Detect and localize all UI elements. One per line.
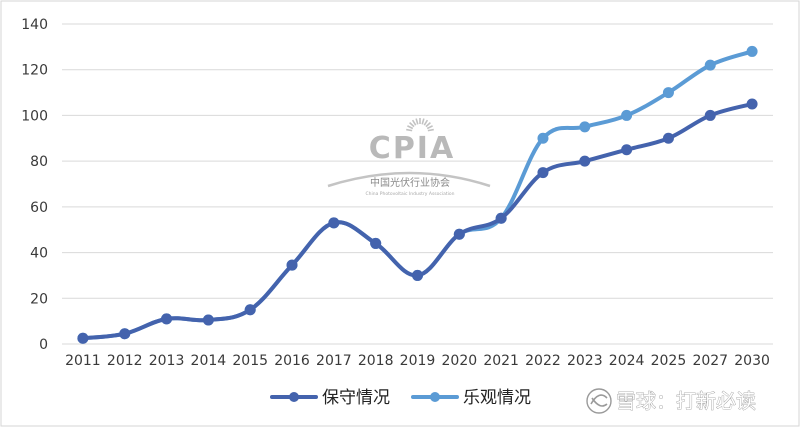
data-point [286, 259, 298, 271]
x-tick-label: 2024 [609, 353, 645, 369]
legend-label-optimistic: 乐观情况 [463, 388, 531, 408]
x-tick-label: 2017 [316, 353, 352, 369]
data-point [244, 304, 256, 316]
x-tick-label: 2013 [149, 353, 185, 369]
x-axis: 2011 2012 2013 2014 2015 2016 2017 2018 2019 2020… [65, 353, 770, 369]
y-tick-label: 60 [30, 200, 48, 216]
x-tick-label: 2022 [525, 353, 561, 369]
y-tick-label: 140 [21, 17, 48, 33]
x-tick-label: 2023 [567, 353, 603, 369]
x-tick-label: 2020 [442, 353, 478, 369]
x-tick-label: 2027 [692, 353, 728, 369]
y-axis: 0 20 40 60 80 100 120 140 [21, 17, 48, 353]
x-tick-label: 2025 [651, 353, 687, 369]
y-tick-label: 40 [30, 246, 48, 262]
data-point [662, 87, 674, 99]
legend-item-conservative: 保守情况 [270, 388, 390, 408]
x-tick-label: 2021 [483, 353, 519, 369]
x-tick-label: 2018 [358, 353, 394, 369]
data-point [453, 228, 465, 240]
watermark-org-en: China Photovoltaic Industry Association [365, 191, 454, 197]
x-tick-label: 2030 [734, 353, 770, 369]
legend: 保守情况 乐观情况 [270, 388, 531, 408]
x-tick-label: 2015 [232, 353, 268, 369]
watermark-logo-text: CPIA [369, 131, 455, 166]
data-point [328, 217, 340, 229]
watermark-swoosh [327, 171, 491, 188]
data-point [704, 59, 716, 71]
data-point [704, 109, 716, 121]
data-point [621, 109, 633, 121]
data-point [662, 132, 674, 144]
series-layer [77, 45, 758, 344]
x-tick-label: 2019 [400, 353, 436, 369]
cpia-watermark: CPIA 中国光伏行业协会 China Photovoltaic Industr… [327, 118, 491, 197]
data-point [537, 132, 549, 144]
data-point [161, 313, 173, 325]
y-tick-label: 80 [30, 154, 48, 170]
data-point [746, 98, 758, 110]
snowball-logo-icon [586, 388, 612, 414]
legend-label-conservative: 保守情况 [322, 388, 390, 408]
y-gridlines [62, 23, 773, 345]
x-tick-label: 2011 [65, 353, 101, 369]
sun-rays-icon [406, 118, 434, 132]
source-tag-text: 雪球：打新必读 [616, 389, 756, 413]
data-point [621, 144, 633, 156]
data-point [579, 121, 591, 133]
data-point [537, 167, 549, 179]
data-point [77, 332, 89, 344]
x-tick-label: 2012 [107, 353, 143, 369]
data-point [202, 314, 214, 326]
x-tick-label: 2016 [274, 353, 310, 369]
data-point [119, 328, 131, 340]
xueqiu-source-tag: 雪球：打新必读 [586, 388, 756, 414]
y-tick-label: 0 [39, 337, 48, 353]
data-point [746, 45, 758, 57]
series-conservative [77, 98, 758, 344]
y-tick-label: 100 [21, 108, 48, 124]
data-point [370, 237, 382, 249]
watermark-org-cn: 中国光伏行业协会 [370, 176, 450, 189]
legend-item-optimistic: 乐观情况 [411, 388, 531, 408]
y-tick-label: 120 [21, 63, 48, 79]
y-tick-label: 20 [30, 291, 48, 307]
data-point [579, 155, 591, 167]
data-point [412, 269, 423, 281]
x-tick-label: 2014 [191, 353, 227, 369]
data-point [495, 212, 507, 224]
